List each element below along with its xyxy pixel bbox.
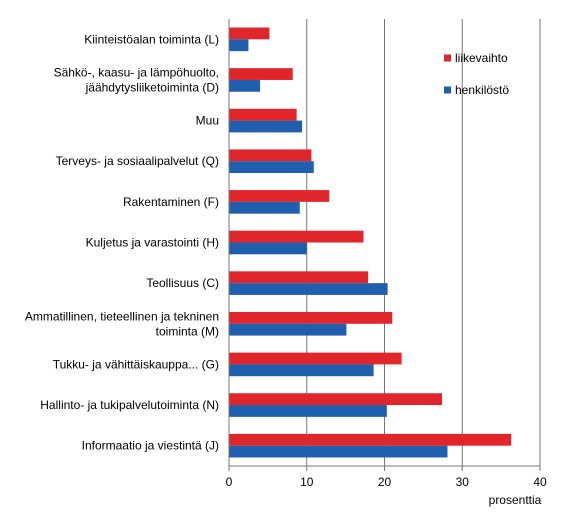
x-tick-label: 0 bbox=[226, 475, 233, 489]
bar-liikevaihto bbox=[229, 393, 443, 406]
category-label: Kuljetus ja varastointi (H) bbox=[86, 236, 219, 250]
bar-henkilöstö bbox=[229, 161, 314, 174]
x-tick-label: 20 bbox=[378, 475, 392, 489]
category-label-line: Terveys- ja sosiaalipalvelut (Q) bbox=[56, 154, 219, 168]
category-label: Hallinto- ja tukipalvelutoiminta (N) bbox=[40, 398, 219, 412]
category-label: Terveys- ja sosiaalipalvelut (Q) bbox=[56, 154, 219, 168]
axes bbox=[228, 19, 540, 467]
bar-henkilöstö bbox=[229, 405, 387, 417]
x-axis-title: prosenttia bbox=[489, 493, 542, 507]
category-label: Ammatillinen, tieteellinen ja tekninen to… bbox=[25, 309, 219, 338]
x-tick-label: 10 bbox=[300, 475, 314, 489]
category-label-line: Teollisuus (C) bbox=[146, 276, 219, 290]
bar-liikevaihto bbox=[229, 68, 293, 80]
bar-liikevaihto bbox=[229, 190, 330, 202]
x-tick-label: 40 bbox=[533, 475, 547, 489]
category-labels: Kiinteistöalan toiminta (L) Sähkö-, kaasu… bbox=[25, 32, 219, 452]
bar-liikevaihto bbox=[229, 230, 364, 243]
category-label: Tukku- ja vähittäiskauppa... (G) bbox=[53, 357, 219, 371]
bar-henkilöstö bbox=[229, 283, 388, 295]
category-label-line: Ammatillinen, tieteellinen ja tekninen bbox=[25, 309, 219, 323]
category-label-line: Tukku- ja vähittäiskauppa... (G) bbox=[53, 357, 219, 371]
legend-swatch-henkilöstö bbox=[444, 86, 451, 94]
category-label-line: jäähdytysliiketoiminta (D) bbox=[85, 80, 219, 94]
gridlines bbox=[228, 19, 541, 471]
bar-liikevaihto bbox=[229, 352, 402, 365]
category-label: Kiinteistöalan toiminta (L) bbox=[84, 32, 219, 46]
legend: liikevaihto henkilöstö bbox=[444, 51, 509, 97]
bar-liikevaihto bbox=[229, 433, 512, 446]
bar-liikevaihto bbox=[229, 149, 312, 162]
category-label: Teollisuus (C) bbox=[146, 276, 219, 290]
bar-liikevaihto bbox=[229, 27, 270, 40]
category-label-line: Kuljetus ja varastointi (H) bbox=[86, 236, 219, 250]
category-label-line: Muu bbox=[196, 114, 219, 128]
bar-henkilöstö bbox=[229, 242, 307, 255]
bar-henkilöstö bbox=[229, 39, 249, 52]
category-label-line: Sähkö-, kaasu- ja lämpöhuolto, bbox=[54, 65, 219, 79]
bar-liikevaihto bbox=[229, 271, 369, 284]
x-tick-label: 30 bbox=[456, 475, 470, 489]
legend-label-henkilöstö: henkilöstö bbox=[455, 83, 509, 97]
category-label-line: Informaatio ja viestintä (J) bbox=[82, 439, 219, 453]
category-label: Rakentaminen (F) bbox=[123, 195, 219, 209]
category-label-line: Rakentaminen (F) bbox=[123, 195, 219, 209]
legend-swatch-liikevaihto bbox=[444, 54, 451, 62]
bar-henkilöstö bbox=[229, 79, 261, 92]
category-label-line: Kiinteistöalan toiminta (L) bbox=[84, 32, 219, 46]
bar-henkilöstö bbox=[229, 445, 448, 458]
category-label: Informaatio ja viestintä (J) bbox=[82, 439, 219, 453]
bar-henkilöstö bbox=[229, 323, 347, 336]
category-label: Muu bbox=[196, 114, 219, 128]
bar-liikevaihto bbox=[229, 108, 297, 121]
legend-label-liikevaihto: liikevaihto bbox=[455, 51, 508, 65]
category-label: Sähkö-, kaasu- ja lämpöhuolto, jäähdytysl… bbox=[54, 65, 219, 94]
category-label-line: toiminta (M) bbox=[156, 324, 219, 338]
bars bbox=[229, 27, 512, 458]
x-tick-labels: 0 10 20 30 40 bbox=[226, 475, 547, 489]
bar-henkilöstö bbox=[229, 364, 374, 377]
bar-henkilöstö bbox=[229, 120, 303, 133]
bar-liikevaihto bbox=[229, 311, 393, 324]
category-label-line: Hallinto- ja tukipalvelutoiminta (N) bbox=[40, 398, 219, 412]
bar-henkilöstö bbox=[229, 201, 300, 214]
